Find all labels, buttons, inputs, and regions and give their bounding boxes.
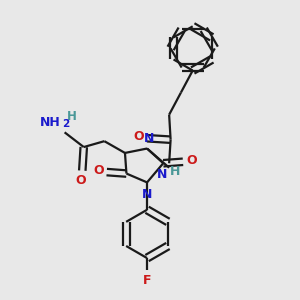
Text: O: O <box>186 154 196 167</box>
Text: NH: NH <box>39 116 60 128</box>
Text: H: H <box>67 110 77 124</box>
Text: N: N <box>157 168 167 181</box>
Text: N: N <box>144 132 154 145</box>
Text: O: O <box>133 130 144 143</box>
Text: H: H <box>170 165 180 178</box>
Text: O: O <box>76 174 86 188</box>
Text: F: F <box>143 274 151 287</box>
Text: 2: 2 <box>62 118 69 128</box>
Text: O: O <box>93 164 104 177</box>
Text: N: N <box>142 188 152 201</box>
